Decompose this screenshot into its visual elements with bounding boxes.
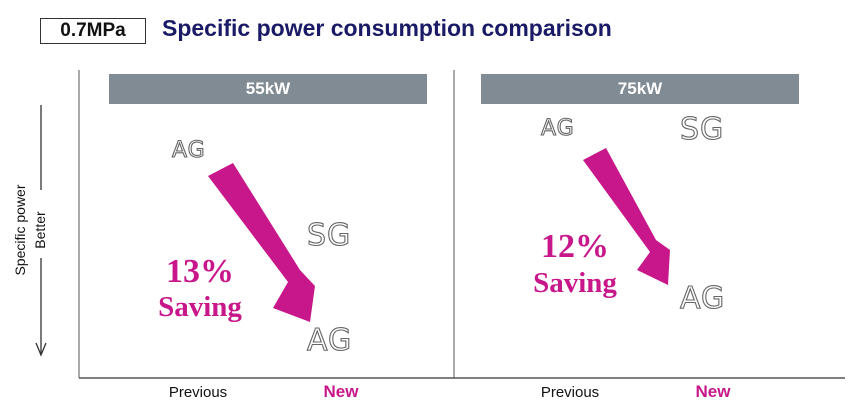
page-title: Specific power consumption comparison [162, 15, 612, 41]
panel-banner-75kw: 75kW [481, 74, 799, 104]
saving-label-55kw: Saving [158, 291, 242, 323]
logo-ag-new-55kw: AG [307, 323, 352, 358]
chart-axes [78, 70, 845, 379]
logo-sg-55kw: SG [307, 218, 351, 253]
x-label-new-55kw: New [323, 382, 359, 401]
logo-sg-75kw: SG [680, 112, 724, 147]
saving-arrow-55kw [208, 163, 315, 322]
logo-ag-new-75kw: AG [680, 281, 725, 316]
pressure-badge: 0.7MPa [40, 18, 146, 44]
panel-banner-55kw: 55kW [109, 74, 427, 104]
x-label-previous-55kw: Previous [168, 384, 228, 401]
saving-label-75kw: Saving [533, 267, 617, 299]
better-arrow [35, 105, 47, 357]
x-label-new-75kw: New [695, 382, 731, 401]
x-label-previous-75kw: Previous [540, 384, 600, 401]
saving-arrow-75kw [583, 148, 670, 285]
logo-ag-previous-75kw: AG [541, 116, 575, 141]
saving-percent-75kw: 12% [541, 228, 609, 265]
saving-percent-55kw: 13% [166, 253, 234, 290]
logo-ag-previous-55kw: AG [172, 138, 206, 163]
